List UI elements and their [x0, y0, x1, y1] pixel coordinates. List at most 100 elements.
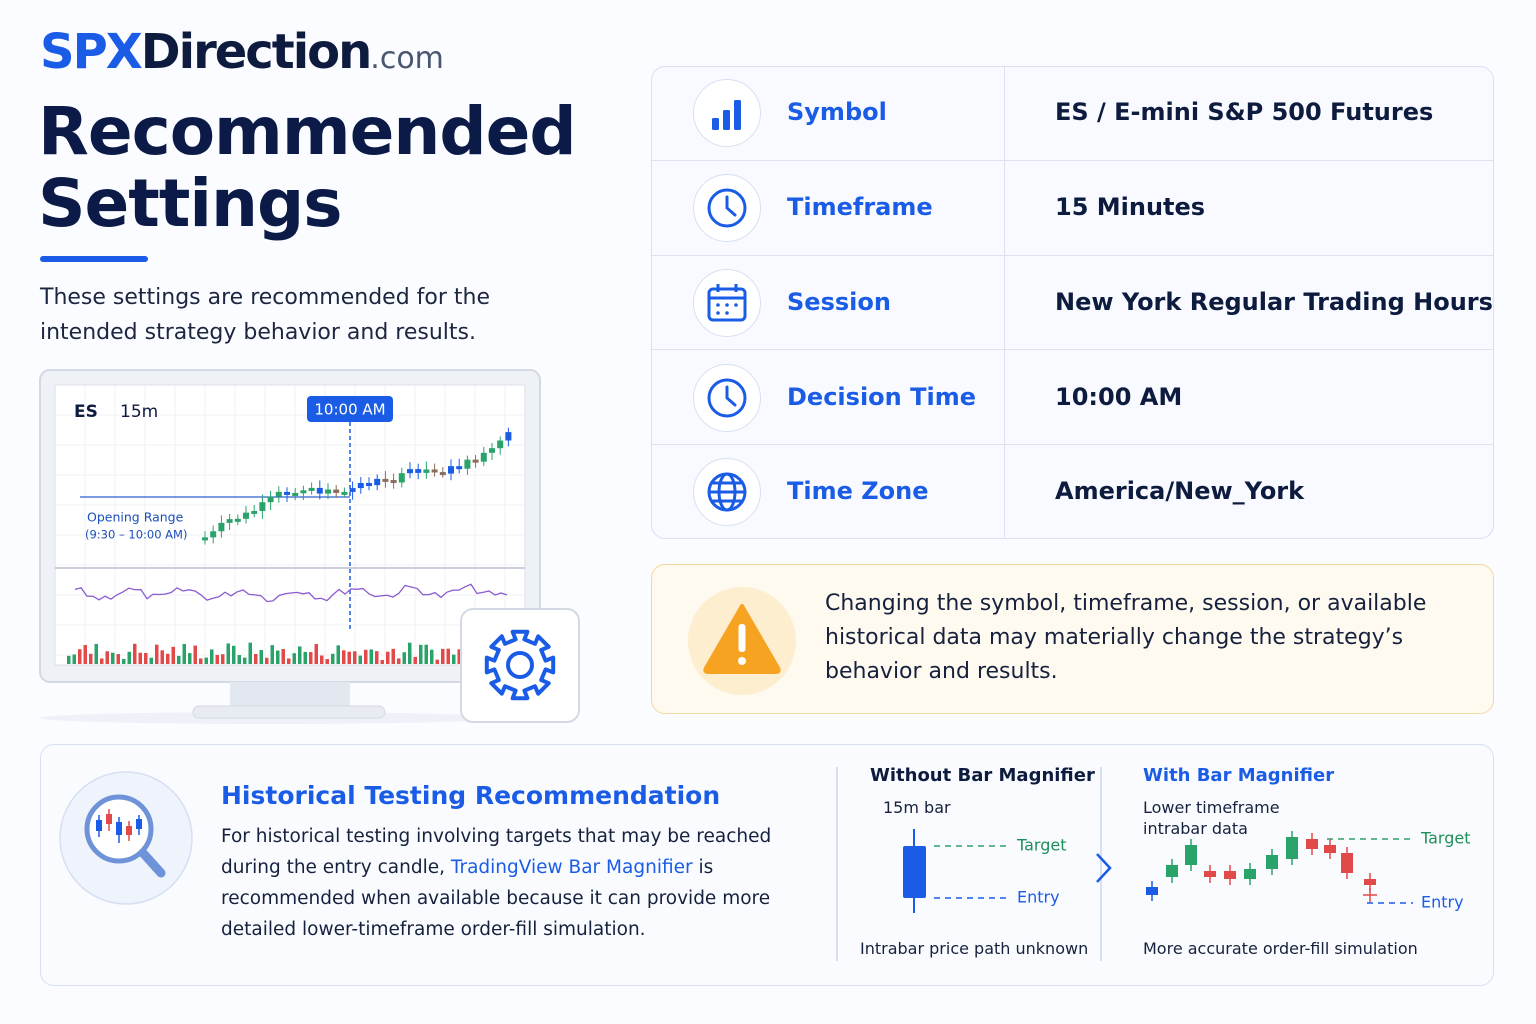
magnifier-icon	[59, 771, 193, 905]
candle-body	[333, 489, 340, 493]
volume-bar	[331, 653, 335, 664]
intrabar-body	[1185, 845, 1197, 865]
intrabar-body	[1364, 879, 1376, 885]
candle-body	[423, 469, 430, 473]
volume-bar	[160, 650, 164, 664]
volume-bar	[259, 649, 263, 664]
candle-body	[472, 459, 479, 463]
volume-bar	[380, 659, 384, 664]
setting-value: New York Regular Trading Hours	[1055, 287, 1493, 316]
volume-bar	[166, 653, 170, 664]
volume-bar	[364, 649, 368, 664]
volume-bar	[171, 646, 175, 664]
with-caption: More accurate order-fill simulation	[1143, 939, 1418, 958]
candle-body	[243, 512, 249, 519]
candle-body	[431, 469, 438, 473]
setting-icon	[693, 174, 761, 243]
setting-value: America/New_York	[1055, 477, 1305, 506]
candle-body	[480, 452, 487, 462]
volume-bar	[127, 651, 131, 664]
candle-body	[341, 491, 348, 495]
volume-bar	[94, 643, 98, 664]
divider	[836, 767, 838, 961]
text: For historical testing involving targets…	[221, 826, 772, 878]
volume-bar	[188, 653, 192, 664]
settings-table: Symbol ES / E-mini S&P 500 Futures Timefra…	[651, 66, 1494, 539]
volume-bar	[237, 655, 241, 664]
volume-bar	[89, 653, 93, 664]
candle-body	[234, 518, 241, 522]
settings-row: Time Zone America/New_York	[652, 443, 1493, 538]
setting-value: 10:00 AM	[1055, 382, 1183, 411]
volume-bar	[138, 652, 142, 664]
candle-body	[325, 489, 331, 494]
candle-body	[505, 432, 512, 441]
brand-suffix: .com	[370, 41, 444, 76]
icon	[707, 472, 747, 512]
volume-bar	[353, 651, 357, 664]
historical-text: For historical testing involving targets…	[221, 821, 821, 945]
volume-bar	[303, 651, 307, 664]
volume-bar	[457, 649, 461, 664]
volume-bar	[116, 654, 120, 664]
volume-bar	[133, 643, 137, 664]
candle-body	[275, 491, 282, 497]
volume-bar	[276, 650, 280, 664]
icon	[707, 283, 747, 322]
setting-icon	[693, 78, 761, 147]
time-marker: 10:00 AM	[314, 401, 385, 419]
entry-label: Entry	[1421, 893, 1464, 912]
chevron	[1096, 853, 1112, 883]
volume-bar	[320, 655, 324, 664]
volume-bar	[391, 648, 395, 664]
volume-bar	[83, 645, 87, 664]
volume-bar	[199, 658, 203, 664]
link[interactable]: TradingView Bar Magnifier	[450, 857, 693, 878]
volume-bar	[358, 655, 362, 664]
historical-title: Historical Testing Recommendation	[221, 781, 721, 810]
monitor-illustration: 10:00 AM ES 15m Opening Range (9:30 – 10…	[39, 369, 580, 724]
candle-body	[497, 440, 504, 449]
with-diagram: Target Entry	[1146, 829, 1471, 912]
volume-bar	[342, 650, 346, 664]
volume-bar	[430, 649, 434, 664]
title-underline	[40, 256, 148, 262]
volume-bar	[204, 657, 208, 664]
without-title: Without Bar Magnifier	[870, 765, 1095, 786]
title: Recommended Settings	[38, 96, 577, 240]
volume-bar	[402, 652, 406, 664]
volume-bar	[67, 655, 71, 664]
intrabar-body	[1324, 845, 1336, 853]
chart-symbol: ES	[74, 402, 98, 422]
settings-row: Session New York Regular Trading Hours	[652, 254, 1493, 350]
setting-value: 15 Minutes	[1055, 193, 1206, 222]
setting-label: Timeframe	[787, 193, 933, 222]
setting-icon	[693, 268, 761, 337]
intrabar-body	[1166, 865, 1178, 877]
volume-bar	[149, 657, 153, 664]
volume-bar	[325, 659, 329, 664]
warning-text: Changing the symbol, timeframe, session,…	[825, 591, 1427, 684]
settings-row: Timeframe 15 Minutes	[652, 160, 1493, 255]
intrabar-body	[1286, 837, 1298, 859]
with-title: With Bar Magnifier	[1143, 765, 1335, 786]
candle-body	[210, 531, 217, 538]
candle-body	[259, 502, 266, 511]
volume-bar	[144, 652, 148, 664]
chart-timeframe: 15m	[120, 402, 158, 422]
volume-bar	[347, 651, 351, 664]
intrabar-body	[1341, 853, 1353, 873]
brand-primary: SPX	[40, 24, 143, 80]
intrabar-body	[1244, 869, 1256, 879]
warning-box: Changing the symbol, timeframe, session,…	[651, 564, 1494, 714]
text: is recommended when available because it…	[221, 857, 771, 940]
setting-icon	[693, 363, 761, 432]
volume-bar	[248, 642, 252, 664]
candle-body	[382, 478, 389, 482]
volume-bar	[72, 654, 76, 664]
volume-bar	[336, 645, 340, 664]
volume-bar	[111, 652, 115, 664]
volume-bar	[369, 649, 373, 664]
target-label: Target	[1016, 836, 1067, 855]
